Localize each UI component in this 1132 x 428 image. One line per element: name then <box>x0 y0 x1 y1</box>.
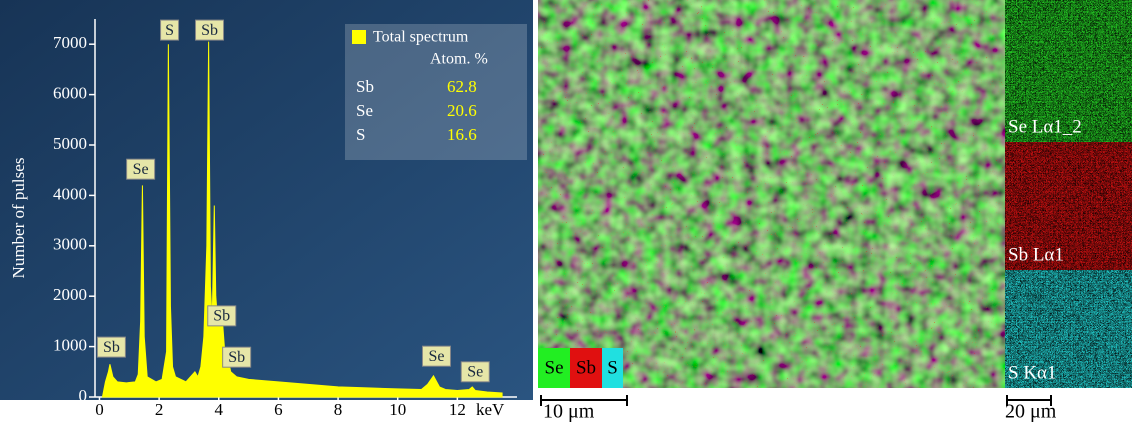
legend-value: 62.8 <box>447 77 477 96</box>
x-tick-label: 0 <box>95 400 104 419</box>
scale-label: 20 μm <box>1005 401 1057 423</box>
x-tick-label: 8 <box>334 400 343 419</box>
peak-label: Sb <box>213 308 230 325</box>
peak-label: Sb <box>228 349 245 366</box>
y-tick-label: 1000 <box>53 336 87 355</box>
figure: 0 1000 2000 3000 4000 5000 6000 7000 0 2 4 6 8 10 12 Sb… <box>0 0 1132 428</box>
overlay-legend-label: Se <box>545 357 564 378</box>
peak-label: Sb <box>201 22 218 39</box>
y-axis-label: Number of pulses <box>9 158 28 279</box>
y-tick-label: 7000 <box>53 33 87 52</box>
element-map-label: Sb Lα1 <box>1008 244 1064 265</box>
y-tick-label: 2000 <box>53 285 87 304</box>
peak-label: S <box>165 22 174 39</box>
x-tick-label: 6 <box>274 400 283 419</box>
y-tick-label: 0 <box>79 386 88 405</box>
x-axis-label: keV <box>476 400 505 419</box>
legend-value: 20.6 <box>447 101 477 120</box>
legend-element: Sb <box>356 77 374 96</box>
peak-label: Se <box>428 348 444 365</box>
peak-label: Sb <box>103 339 120 356</box>
legend-value: 16.6 <box>447 125 477 144</box>
legend-header: Atom. % <box>430 51 488 68</box>
legend-entry: Total spectrum <box>373 29 469 46</box>
element-map-label: S Kα1 <box>1008 362 1057 383</box>
y-tick-label: 3000 <box>53 235 87 254</box>
y-tick-label: 6000 <box>53 84 87 103</box>
overlay-legend-label: S <box>607 357 618 378</box>
scale-label: 10 μm <box>543 401 595 423</box>
overlay-legend-label: Sb <box>576 357 596 378</box>
legend-element: S <box>356 125 365 144</box>
legend-element: Se <box>356 101 373 120</box>
x-tick-label: 10 <box>389 400 406 419</box>
overlay-texture <box>538 0 1005 388</box>
x-tick-label: 4 <box>215 400 224 419</box>
peak-label: Se <box>133 161 149 178</box>
y-tick-label: 5000 <box>53 134 87 153</box>
x-tick-label: 12 <box>449 400 466 419</box>
x-tick-label: 2 <box>155 400 164 419</box>
y-tick-label: 4000 <box>53 184 87 203</box>
element-map-label: Se Lα1_2 <box>1008 116 1082 137</box>
legend-swatch <box>352 30 366 44</box>
peak-label: Se <box>467 363 483 380</box>
